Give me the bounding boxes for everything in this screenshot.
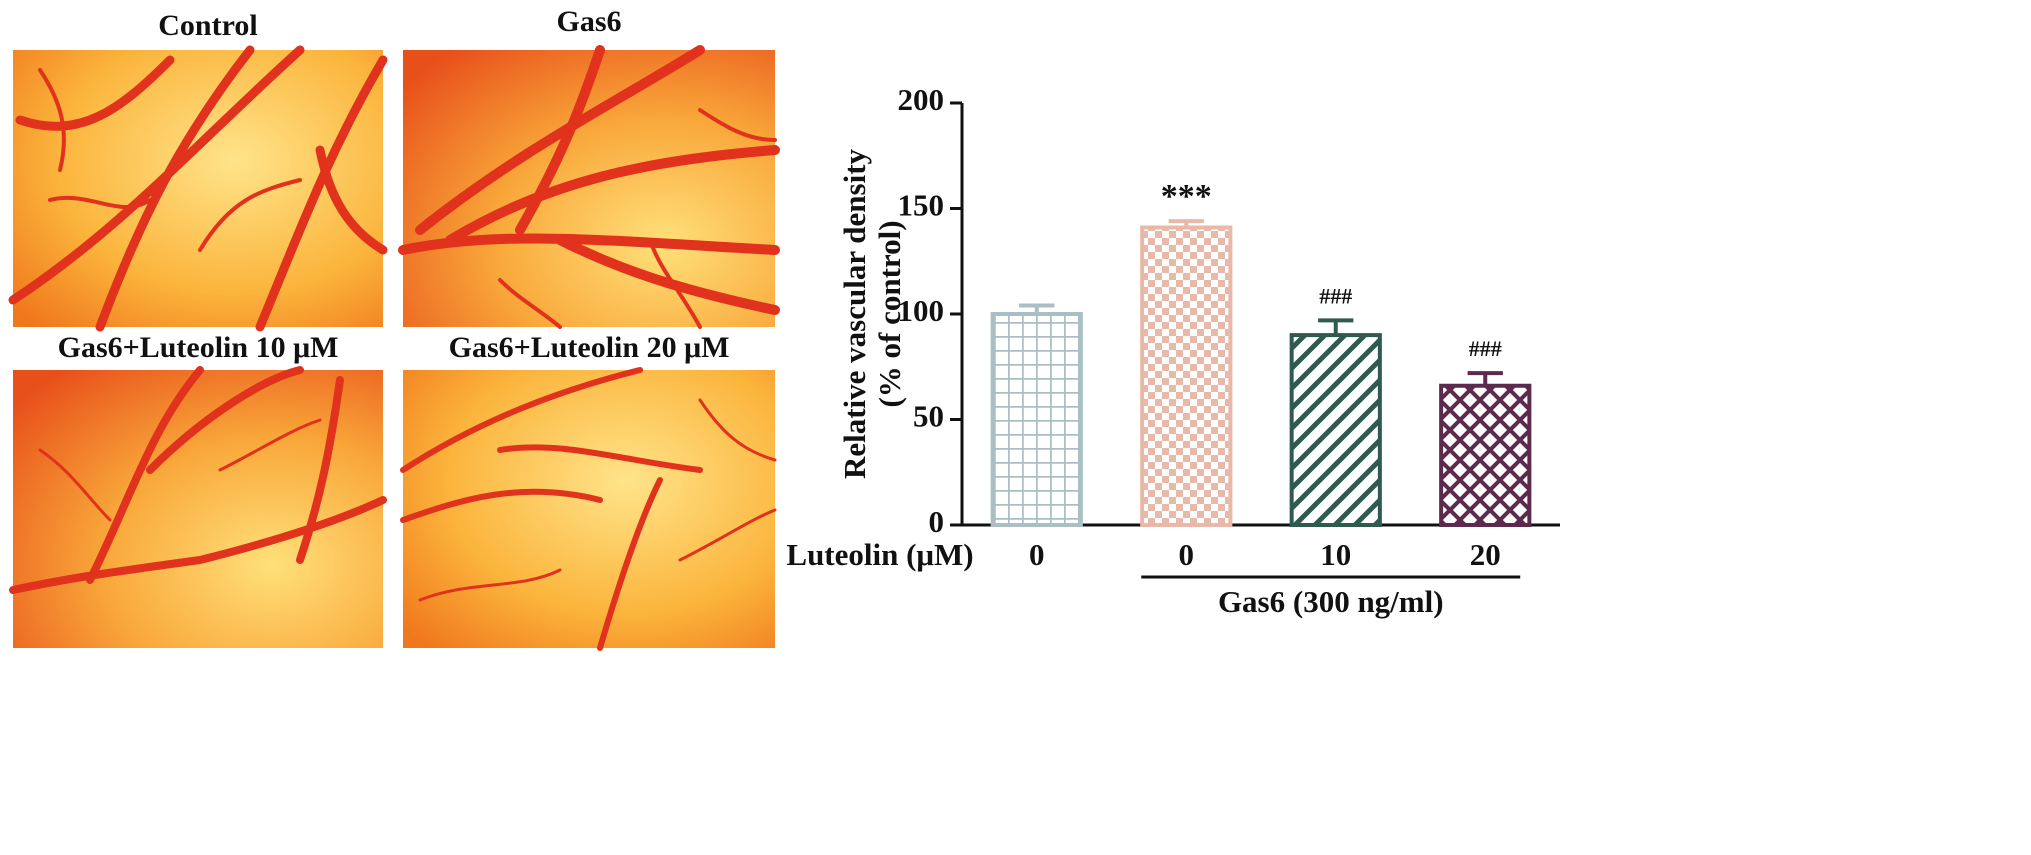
y-axis-label: (% of control) [872,220,907,407]
group-label: Gas6 (300 ng/ml) [1218,584,1444,619]
y-tick-label: 50 [913,399,944,434]
panel-label: Control [158,9,257,42]
vessel [8,45,388,332]
significance-label: ### [1319,283,1352,308]
x-tick-label: 0 [1179,537,1195,572]
y-axis-label: Relative vascular density [837,148,872,479]
x-tick-label: 0 [1029,537,1045,572]
bar [990,312,1083,527]
y-tick-label: 100 [898,293,945,328]
vessel [418,398,777,602]
x-tick-label: 10 [1320,537,1351,572]
image [403,370,775,648]
bar [1140,225,1233,528]
bar [1289,333,1382,527]
vessel [398,45,780,315]
x-tick-label: 20 [1470,537,1501,572]
significance-label: ### [1469,336,1502,361]
vessel [38,68,302,252]
panel-label: Gas6+Luteolin 20 μM [449,331,730,364]
vessel [498,108,777,329]
vessel [400,367,703,651]
panel-label: Gas6+Luteolin 10 μM [58,331,339,364]
panel-label: Gas6 [556,5,621,38]
y-tick-label: 0 [929,504,945,539]
vessel [38,418,322,522]
vessel [9,366,387,594]
bar [1439,383,1532,527]
significance-label: *** [1161,178,1212,215]
x-axis-label: Luteolin (μM) [786,537,973,572]
image [13,370,383,648]
y-tick-label: 200 [898,82,945,117]
images [8,45,780,651]
y-tick-label: 150 [898,188,945,223]
